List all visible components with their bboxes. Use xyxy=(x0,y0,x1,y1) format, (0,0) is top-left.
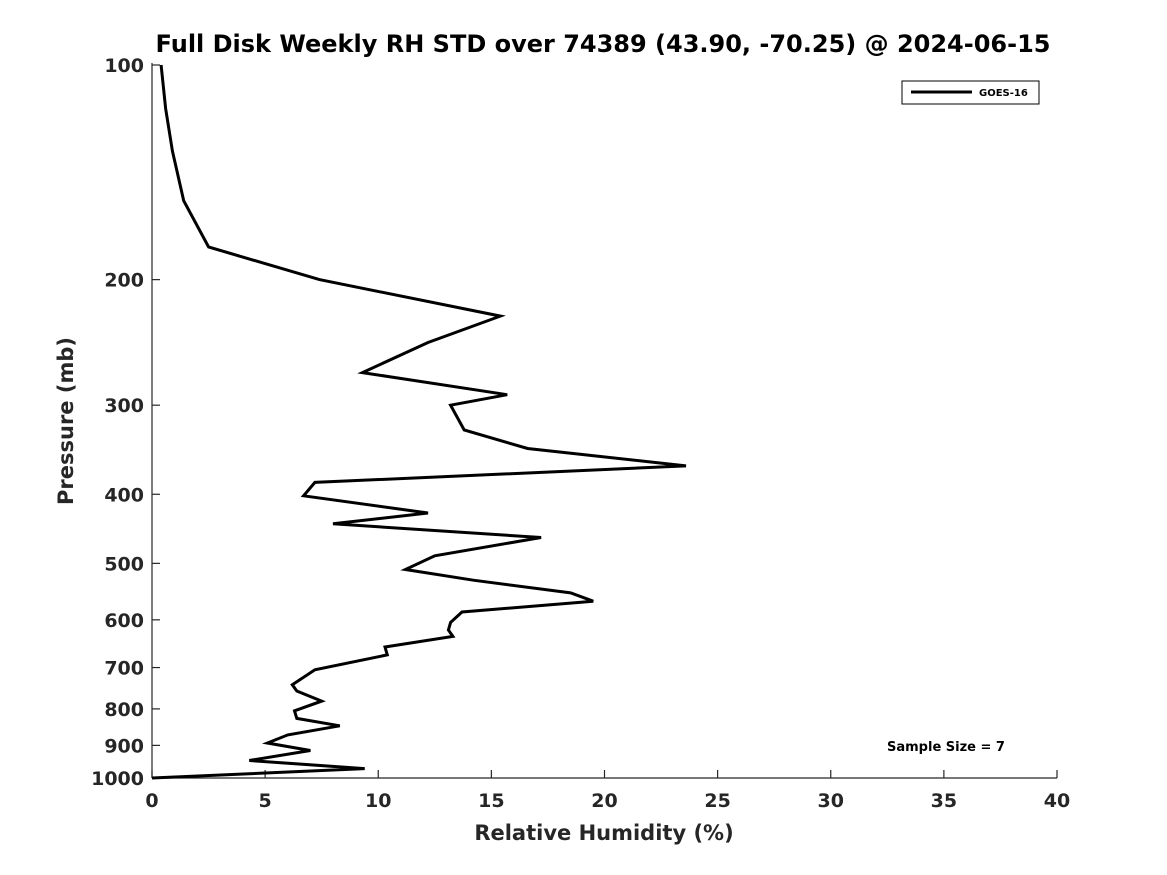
y-tick-label: 200 xyxy=(104,270,144,292)
y-axis-label: Pressure (mb) xyxy=(54,337,78,505)
x-ticks: 0 5 10 15 20 25 30 35 40 xyxy=(145,770,1070,812)
x-tick-label: 15 xyxy=(478,790,504,812)
y-tick-label: 300 xyxy=(104,395,144,417)
y-tick-label: 100 xyxy=(104,55,144,77)
chart-title: Full Disk Weekly RH STD over 74389 (43.9… xyxy=(156,30,1051,58)
legend: GOES-16 xyxy=(901,80,1040,105)
x-tick-label: 20 xyxy=(591,790,617,812)
y-tick-label: 500 xyxy=(104,553,144,575)
y-tick-label: 700 xyxy=(104,658,144,680)
y-tick-label: 900 xyxy=(104,735,144,757)
x-tick-label: 5 xyxy=(259,790,272,812)
series-layer xyxy=(151,64,687,780)
x-tick-label: 10 xyxy=(365,790,391,812)
x-tick-label: 35 xyxy=(931,790,957,812)
x-tick-label: 25 xyxy=(704,790,730,812)
x-axis-label: Relative Humidity (%) xyxy=(474,821,733,845)
plot-area xyxy=(151,63,1057,779)
y-tick-label: 800 xyxy=(104,699,144,721)
x-tick-label: 40 xyxy=(1044,790,1070,812)
y-ticks: 100 200 300 400 500 600 700 800 900 1000 xyxy=(91,55,160,790)
x-tick-label: 30 xyxy=(818,790,844,812)
sample-size-note: Sample Size = 7 xyxy=(887,740,1005,755)
y-tick-label: 400 xyxy=(104,484,144,506)
y-tick-label: 1000 xyxy=(91,768,144,790)
series-line-goes-16 xyxy=(151,64,687,780)
y-tick-label: 600 xyxy=(104,610,144,632)
x-tick-label: 0 xyxy=(145,790,158,812)
legend-entry-goes-16: GOES-16 xyxy=(979,88,1028,99)
